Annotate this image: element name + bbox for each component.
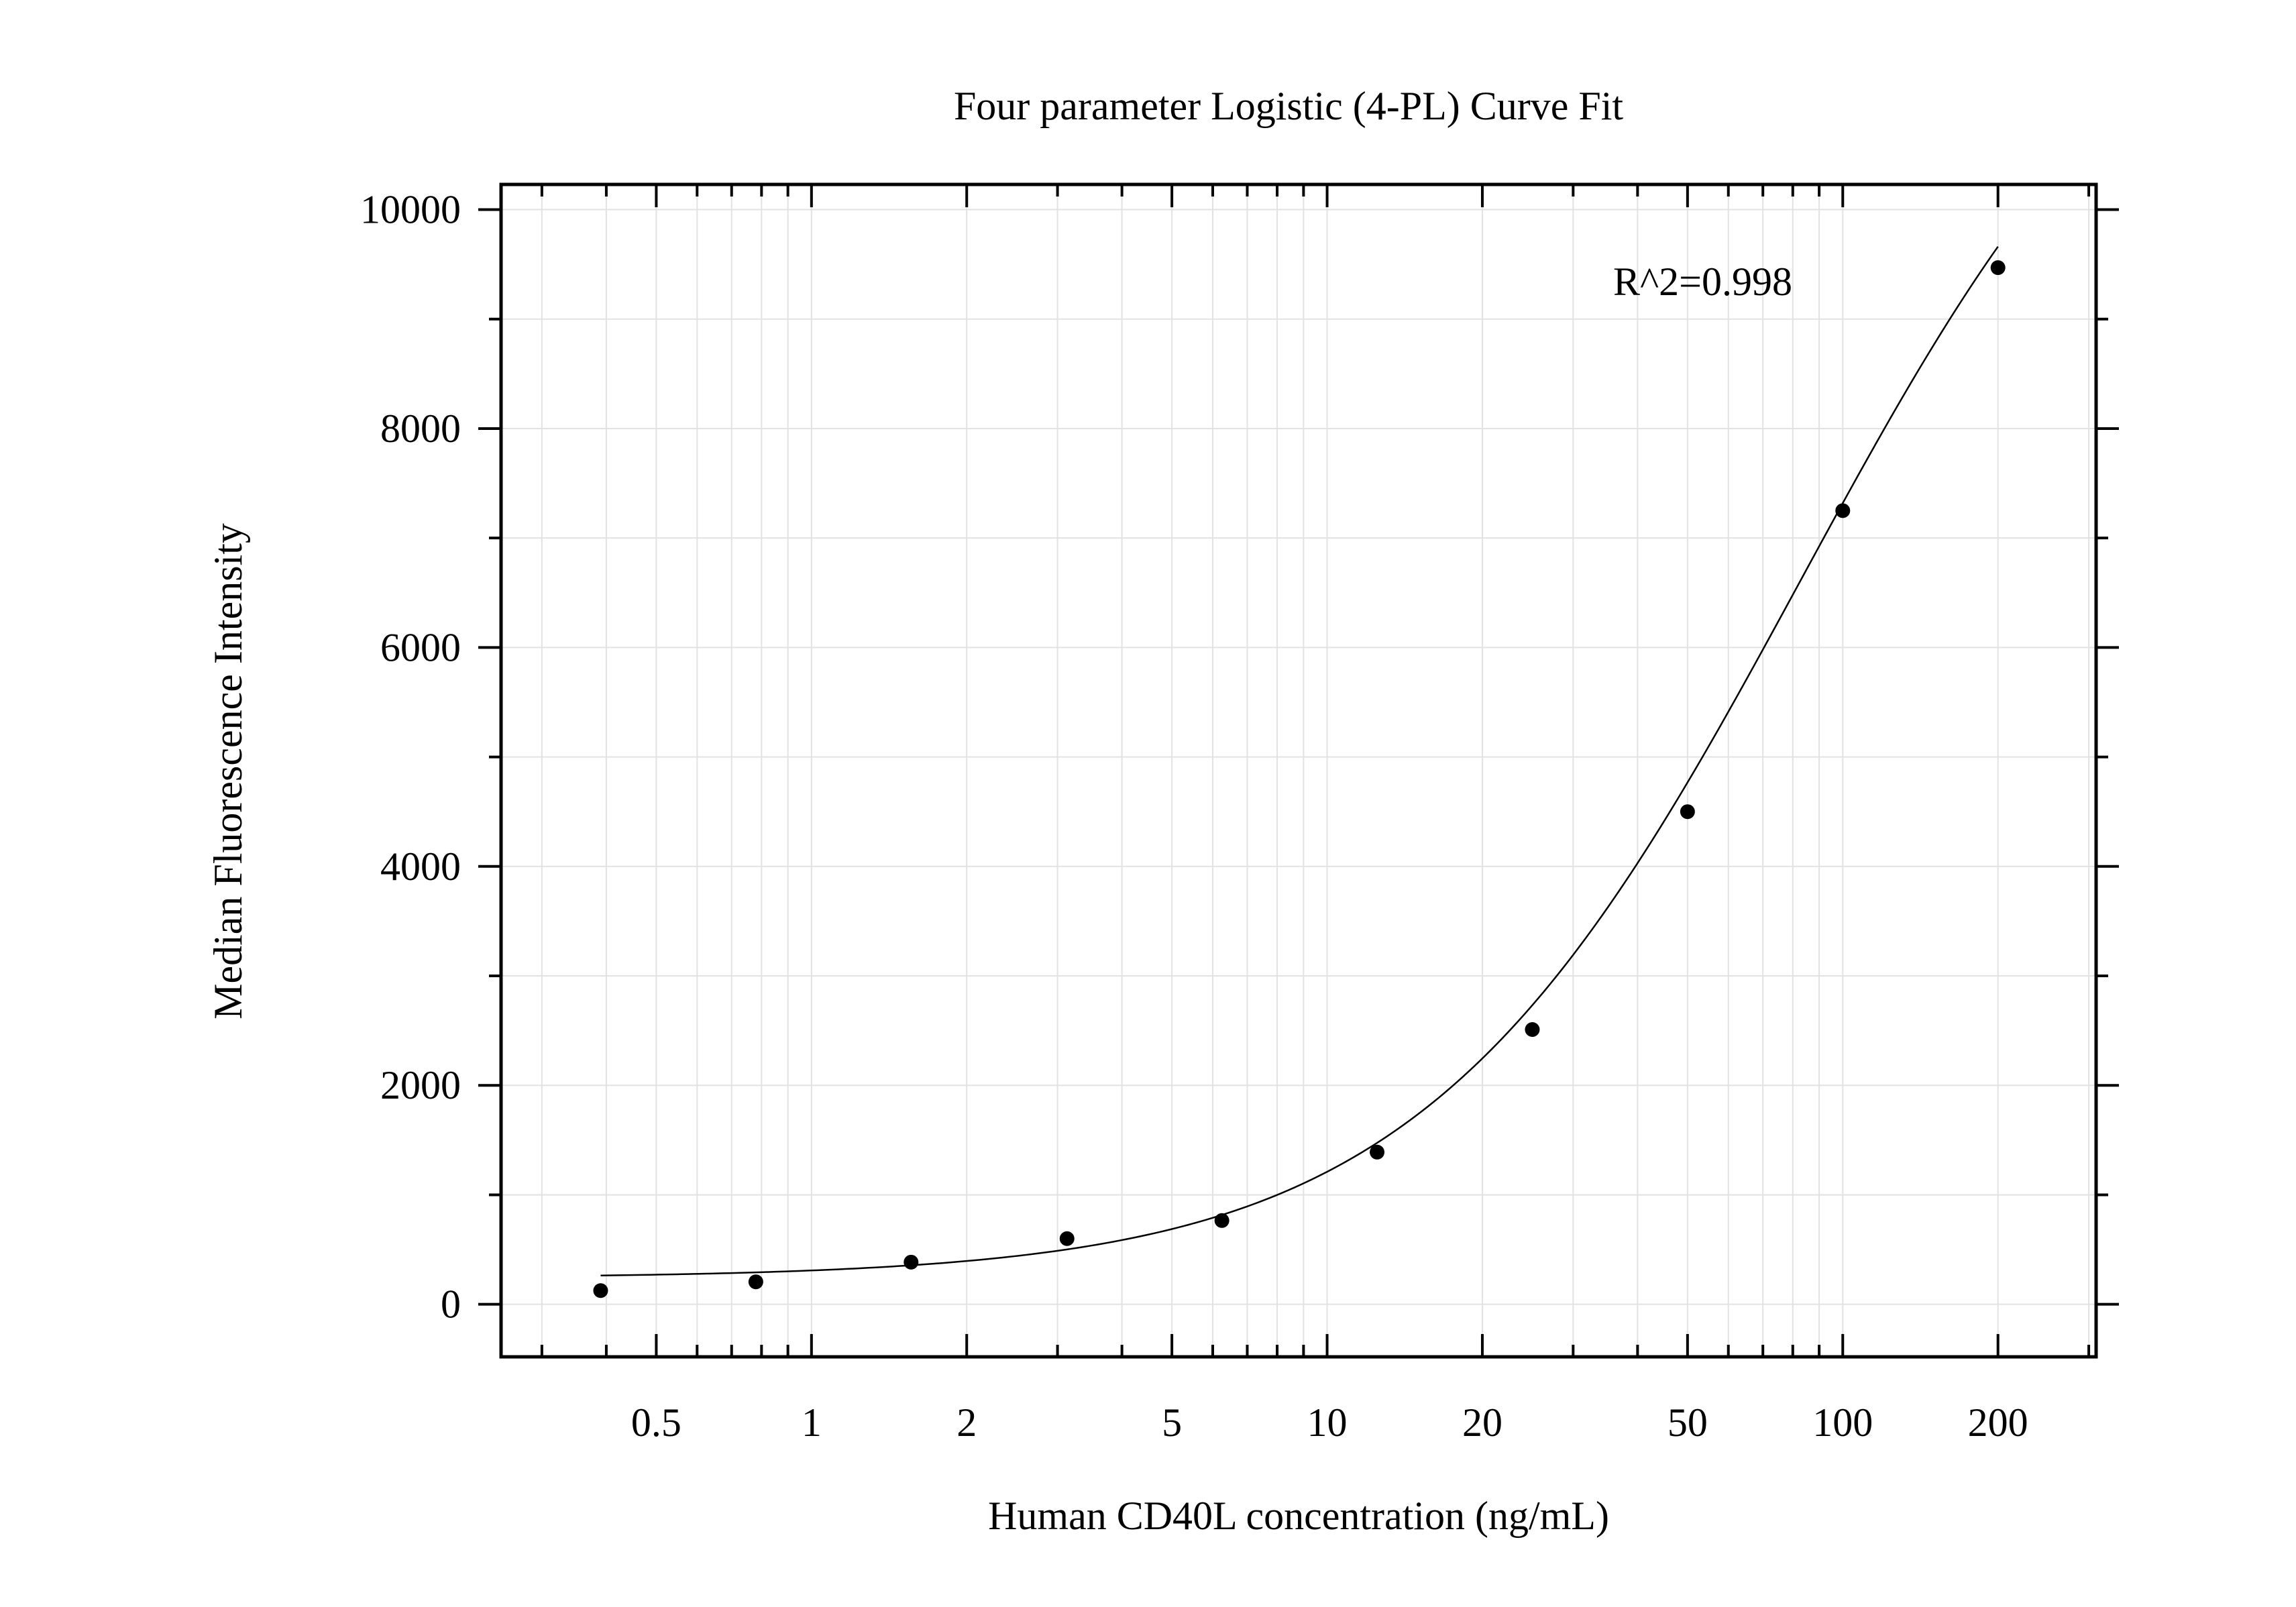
data-point (1370, 1144, 1385, 1160)
x-tick-label: 1 (802, 1400, 822, 1445)
data-point (1990, 260, 2006, 276)
fit-curve-line (600, 245, 1999, 1277)
data-point (748, 1274, 763, 1290)
tick-layer (478, 184, 2119, 1357)
data-point (1835, 503, 1851, 518)
data-point (1525, 1021, 1540, 1037)
curve-layer (600, 245, 1999, 1277)
data-point (1214, 1213, 1229, 1228)
data-point (904, 1254, 919, 1270)
x-tick-label: 2 (956, 1400, 977, 1445)
x-tick-label: 200 (1968, 1400, 2028, 1445)
grid-layer (501, 184, 2096, 1357)
y-tick-label: 10000 (360, 188, 461, 232)
point-layer (593, 260, 2006, 1298)
plot-frame (499, 182, 2098, 1359)
y-tick-label: 6000 (380, 625, 461, 669)
x-tick-label: 20 (1462, 1400, 1502, 1445)
x-tick-label: 50 (1668, 1400, 1708, 1445)
x-tick-label: 0.5 (631, 1400, 681, 1445)
y-axis-label: Median Fluorescence Intensity (206, 523, 250, 1019)
x-tick-label: 10 (1307, 1400, 1348, 1445)
chart-title: Four parameter Logistic (4-PL) Curve Fit (954, 84, 1623, 128)
data-point (593, 1283, 608, 1298)
y-tick-label: 2000 (380, 1063, 461, 1107)
r-squared-annotation: R^2=0.998 (1613, 260, 1792, 304)
data-point (1680, 804, 1695, 820)
y-tick-label: 0 (441, 1282, 461, 1327)
y-tick-label: 8000 (380, 406, 461, 451)
data-point (1059, 1231, 1075, 1246)
y-tick-label: 4000 (380, 844, 461, 889)
x-axis-label: Human CD40L concentration (ng/mL) (988, 1494, 1609, 1538)
x-tick-label: 100 (1812, 1400, 1873, 1445)
x-tick-label: 5 (1162, 1400, 1182, 1445)
